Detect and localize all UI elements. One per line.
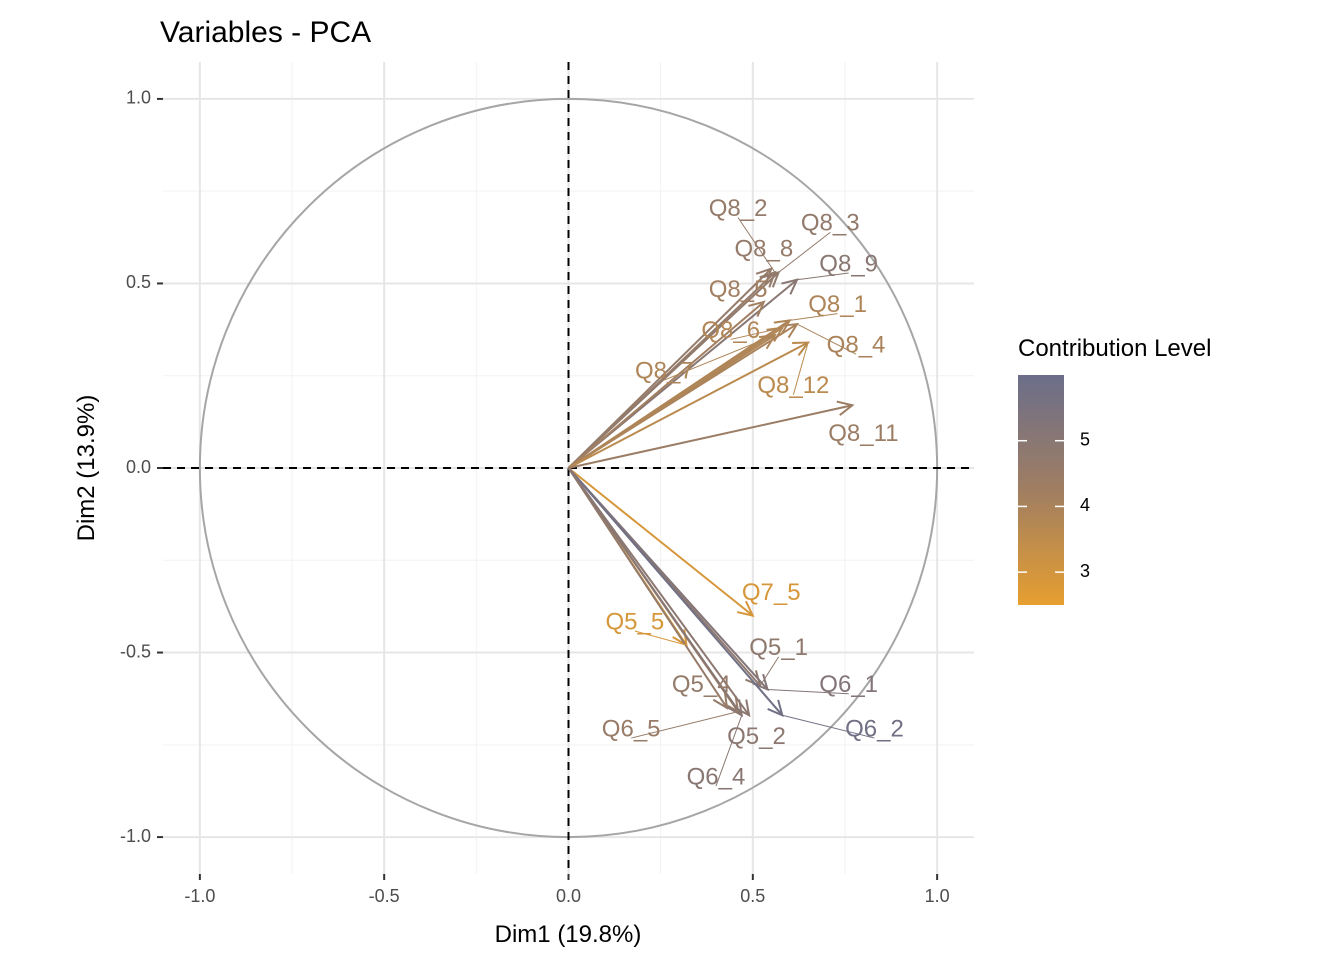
label-leader-line [792,342,809,395]
x-axis-title: Dim1 (19.8%) [495,921,642,948]
variable-label: Q8_9 [819,250,878,277]
arrow-head [748,300,766,317]
arrow-shaft [567,301,765,469]
x-tick-label: 0.5 [740,886,765,906]
arrow-shaft [568,404,853,469]
variable-label: Q8_6 [701,317,760,344]
arrow-head [755,267,773,285]
variable-label: Q5_1 [749,634,808,661]
arrow-q8-8 [567,267,773,469]
x-tick-label: 1.0 [925,886,950,906]
legend-colorbar [1018,375,1064,605]
label-leader-line [730,327,783,340]
arrow-head [712,691,729,710]
label-leader-line [715,715,743,787]
variable-label: Q8_11 [828,420,898,447]
legend-tick-label: 3 [1080,561,1090,581]
variable-label: Q5_5 [605,608,664,635]
label-leader-line [796,323,857,355]
arrow-shaft [567,467,784,716]
x-tick-label: -1.0 [184,886,215,906]
variable-label: Q6_4 [687,763,746,790]
y-tick-label: -0.5 [120,641,151,661]
axes: -1.0 -0.5 0.0 0.5 1.0 -1.0 -0.5 0.0 0.5 1.0 [120,88,950,906]
y-axis-title: Dim2 (13.9%) [73,395,100,542]
legend-title: Contribution Level [1018,335,1211,362]
variable-label: Q6_5 [602,715,661,742]
label-leader-line [664,334,776,381]
variable-label: Q8_1 [808,291,867,318]
arrow-shaft [567,271,780,469]
label-leader-line [782,714,875,739]
variable-label: Q8_2 [709,195,768,222]
arrow-q8-11 [568,400,855,469]
variable-label: Q8_4 [827,332,886,359]
y-tick-label: 0.0 [126,457,151,477]
arrow-head [836,400,855,416]
variable-labels: Q8_2 Q8_8 Q8_3 Q8_9 Q8_5 Q8_1 Q8_6 Q8_4 Q8_7 Q8_1… [602,195,904,790]
arrow-shaft [568,341,809,469]
label-leader-line [796,272,849,281]
arrow-head [737,600,755,618]
label-leader-line [737,217,776,273]
label-leader-line [778,232,831,273]
arrow-shaft [567,334,776,469]
variable-label: Q8_12 [757,372,829,399]
arrow-q7-5 [567,467,755,618]
variable-label: Q8_5 [709,276,768,303]
arrow-q8-5 [567,300,766,469]
arrow-shaft [567,467,750,716]
variable-label: Q5_2 [727,723,786,750]
arrow-shaft [567,267,772,469]
x-tick-label: -0.5 [369,886,400,906]
arrow-q8-7 [567,333,777,469]
label-leader-line [634,630,687,646]
variable-label: Q6_2 [845,715,904,742]
variable-label: Q6_1 [819,671,878,698]
arrow-shaft [567,467,728,709]
y-tick-label: 0.5 [126,272,151,292]
variable-label: Q7_5 [742,579,801,606]
x-tick-label: 0.0 [556,886,581,906]
label-leader-line [631,711,739,739]
variable-label: Q5_4 [672,671,731,698]
chart-title: Variables - PCA [160,16,371,49]
label-leader-line [767,688,849,695]
label-leader-line [759,656,780,687]
variable-label: Q8_8 [735,236,794,263]
y-tick-label: 1.0 [126,88,151,108]
arrow-shaft [567,467,743,716]
variable-label: Q8_3 [801,210,860,237]
arrow-head [734,699,751,718]
arrow-q5-4 [567,467,729,710]
legend-tick-label: 5 [1080,429,1090,449]
legend: Contribution Level 3 4 5 [1018,335,1211,605]
variable-arrows [567,267,855,718]
label-leader-line [789,313,838,321]
arrow-shaft [567,467,754,617]
variable-label: Q8_7 [635,357,694,384]
legend-ticks: 3 4 5 [1018,429,1090,581]
legend-tick-label: 4 [1080,495,1090,515]
y-tick-label: -1.0 [120,826,151,846]
arrow-q5-2 [567,467,751,718]
